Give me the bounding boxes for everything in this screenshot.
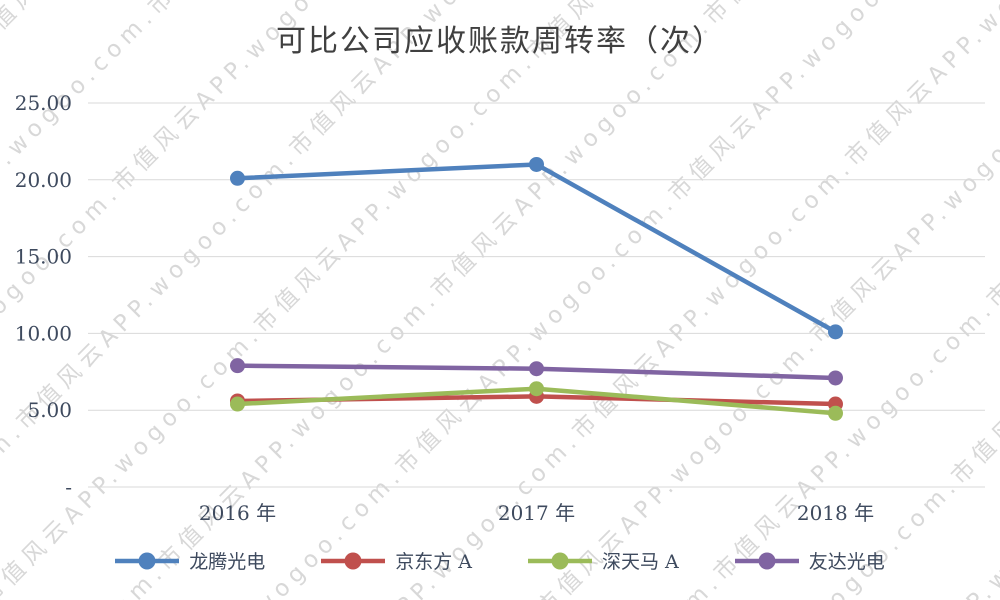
x-tick-label: 2016 年 [199,501,276,525]
legend-label: 友达光电 [808,551,885,573]
legend-item-2: 深天马 A [528,547,679,574]
data-point-marker-0-2 [828,324,843,340]
legend-item-3: 友达光电 [734,547,885,574]
legend-marker-icon [528,552,592,569]
data-point-marker-0-0 [230,170,245,186]
legend-label: 龙腾光电 [189,551,266,573]
data-point-marker-2-1 [529,381,544,397]
x-tick-label: 2017 年 [498,501,575,525]
chart-legend: 龙腾光电 京东方 A 深天马 A 友达光电 [0,547,1000,574]
y-tick-label: 20.00 [15,168,72,192]
data-point-marker-3-0 [230,358,245,374]
series-line-0 [235,162,838,335]
data-point-marker-2-2 [828,405,843,421]
data-point-marker-3-1 [529,361,544,377]
x-tick-label: 2018 年 [797,501,874,525]
legend-item-0: 龙腾光电 [115,547,265,574]
legend-marker-icon [321,552,386,569]
y-tick-label: 5.00 [27,398,72,422]
y-tick-label: 10.00 [15,321,72,345]
legend-label: 深天马 A [602,551,679,573]
data-point-marker-0-1 [529,156,544,172]
y-tick-label: 25.00 [15,91,72,115]
legend-item-1: 京东方 A [321,547,472,574]
legend-label: 京东方 A [395,551,472,573]
data-point-marker-3-2 [828,370,843,386]
y-tick-label: 15.00 [15,245,72,269]
chart-title: 可比公司应收账款周转率（次） [276,24,724,59]
y-tick-label: - [65,475,72,499]
legend-marker-icon [115,552,180,569]
data-point-marker-2-0 [230,396,245,412]
legend-marker-icon [734,552,799,569]
